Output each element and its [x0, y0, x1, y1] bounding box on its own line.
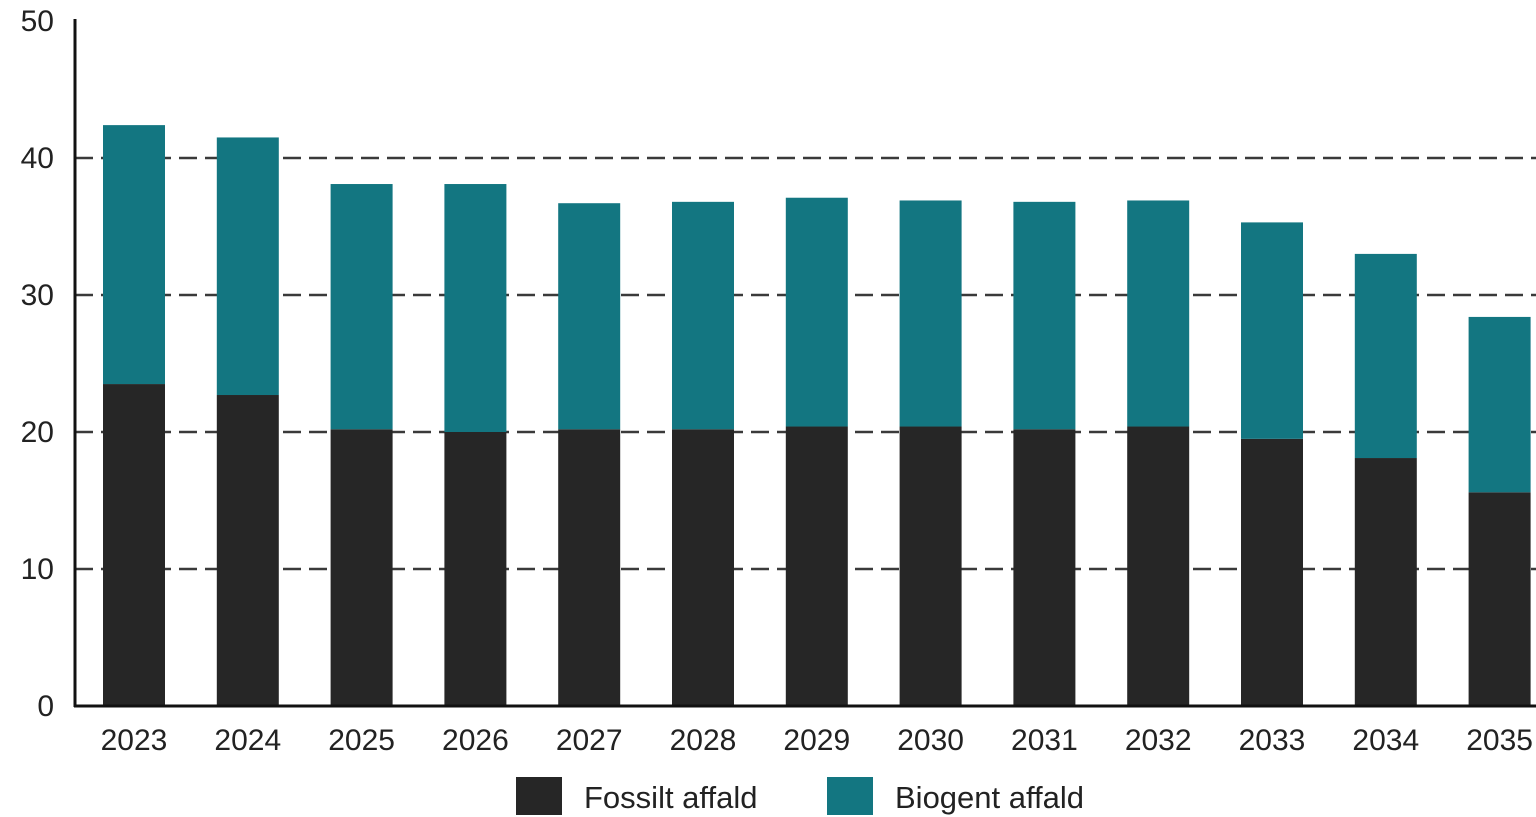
legend-swatch-biogent	[827, 777, 873, 815]
legend: Fossilt affald Biogent affald	[516, 777, 1084, 815]
bar-segment-biogent	[444, 184, 507, 432]
bar-segment-fossilt	[785, 426, 848, 706]
y-tick-label: 50	[21, 5, 54, 38]
bar-segment-fossilt	[216, 395, 279, 706]
axes	[73, 19, 1536, 708]
bar-segment-biogent	[899, 200, 962, 427]
bar-segment-fossilt	[1241, 438, 1303, 706]
legend-label-biogent: Biogent affald	[895, 780, 1084, 815]
x-tick-label: 2031	[1011, 724, 1078, 757]
bar-segment-fossilt	[672, 429, 734, 706]
legend-swatch-fossilt	[516, 777, 562, 815]
bar-segment-fossilt	[1013, 429, 1076, 706]
bar-segment-biogent	[1468, 316, 1531, 493]
x-tick-label: 2035	[1466, 724, 1533, 757]
bar-segment-fossilt	[1354, 458, 1417, 706]
legend-label-fossilt: Fossilt affald	[584, 780, 757, 815]
x-tick-label: 2034	[1352, 724, 1419, 757]
y-tick-label: 30	[21, 279, 54, 312]
bar-segment-biogent	[1127, 200, 1190, 427]
bar-segment-fossilt	[1127, 426, 1190, 706]
x-tick-label: 2024	[214, 724, 281, 757]
bar-segment-biogent	[558, 203, 621, 430]
bar-segment-fossilt	[558, 429, 621, 706]
bar-segment-biogent	[785, 197, 848, 427]
y-tick-labels: 0 10 20 30 40 50	[21, 5, 54, 723]
bar-segment-fossilt	[103, 384, 165, 706]
x-tick-label: 2028	[670, 724, 737, 757]
x-tick-label: 2026	[442, 724, 509, 757]
bar-segment-biogent	[672, 201, 734, 430]
bar-segment-fossilt	[899, 426, 962, 706]
x-tick-label: 2025	[328, 724, 395, 757]
bar-segment-biogent	[103, 125, 165, 385]
bar-segment-biogent	[1013, 201, 1076, 430]
bar-segment-fossilt	[444, 432, 507, 706]
bar-segment-biogent	[330, 184, 393, 430]
y-tick-label: 0	[37, 690, 54, 723]
x-tick-label: 2030	[897, 724, 964, 757]
bar-segment-biogent	[1354, 253, 1417, 459]
x-tick-label: 2033	[1239, 724, 1306, 757]
bar-segment-biogent	[1241, 222, 1303, 439]
bar-segment-biogent	[216, 137, 279, 396]
x-tick-label: 2023	[101, 724, 168, 757]
x-tick-label: 2029	[783, 724, 850, 757]
bar-segment-fossilt	[1468, 492, 1531, 706]
y-tick-label: 10	[21, 553, 54, 586]
bars	[103, 125, 1531, 706]
x-tick-labels: 2023 2024 2025 2026 2027 2028 2029 2030 2031 2032…	[101, 724, 1533, 757]
y-tick-label: 40	[21, 142, 54, 175]
x-tick-label: 2032	[1125, 724, 1192, 757]
bar-segment-fossilt	[330, 429, 393, 706]
y-tick-label: 20	[21, 416, 54, 449]
x-tick-label: 2027	[556, 724, 623, 757]
